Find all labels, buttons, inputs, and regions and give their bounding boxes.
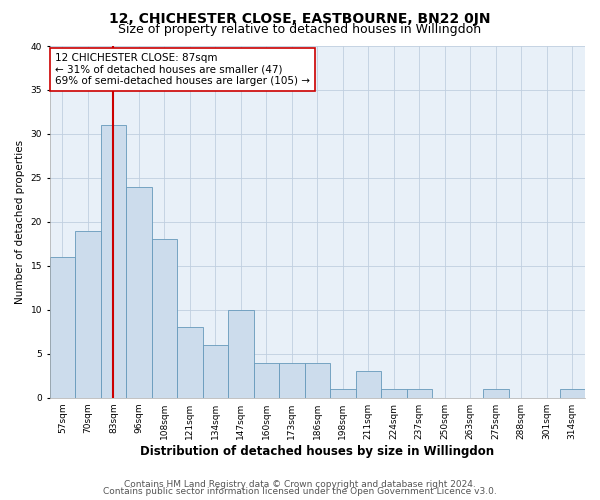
Text: Contains HM Land Registry data © Crown copyright and database right 2024.: Contains HM Land Registry data © Crown c… bbox=[124, 480, 476, 489]
Bar bbox=[279, 362, 305, 398]
Bar bbox=[50, 257, 75, 398]
Bar bbox=[407, 389, 432, 398]
Bar bbox=[560, 389, 585, 398]
Bar bbox=[228, 310, 254, 398]
Bar bbox=[483, 389, 509, 398]
Y-axis label: Number of detached properties: Number of detached properties bbox=[15, 140, 25, 304]
X-axis label: Distribution of detached houses by size in Willingdon: Distribution of detached houses by size … bbox=[140, 444, 494, 458]
Bar bbox=[126, 186, 152, 398]
Bar bbox=[177, 328, 203, 398]
Text: Contains public sector information licensed under the Open Government Licence v3: Contains public sector information licen… bbox=[103, 487, 497, 496]
Bar bbox=[75, 230, 101, 398]
Text: 12, CHICHESTER CLOSE, EASTBOURNE, BN22 0JN: 12, CHICHESTER CLOSE, EASTBOURNE, BN22 0… bbox=[109, 12, 491, 26]
Bar bbox=[381, 389, 407, 398]
Bar bbox=[305, 362, 330, 398]
Bar bbox=[356, 372, 381, 398]
Bar bbox=[254, 362, 279, 398]
Text: Size of property relative to detached houses in Willingdon: Size of property relative to detached ho… bbox=[118, 22, 482, 36]
Bar bbox=[203, 345, 228, 398]
Text: 12 CHICHESTER CLOSE: 87sqm
← 31% of detached houses are smaller (47)
69% of semi: 12 CHICHESTER CLOSE: 87sqm ← 31% of deta… bbox=[55, 53, 310, 86]
Bar bbox=[101, 125, 126, 398]
Bar bbox=[330, 389, 356, 398]
Bar bbox=[152, 240, 177, 398]
